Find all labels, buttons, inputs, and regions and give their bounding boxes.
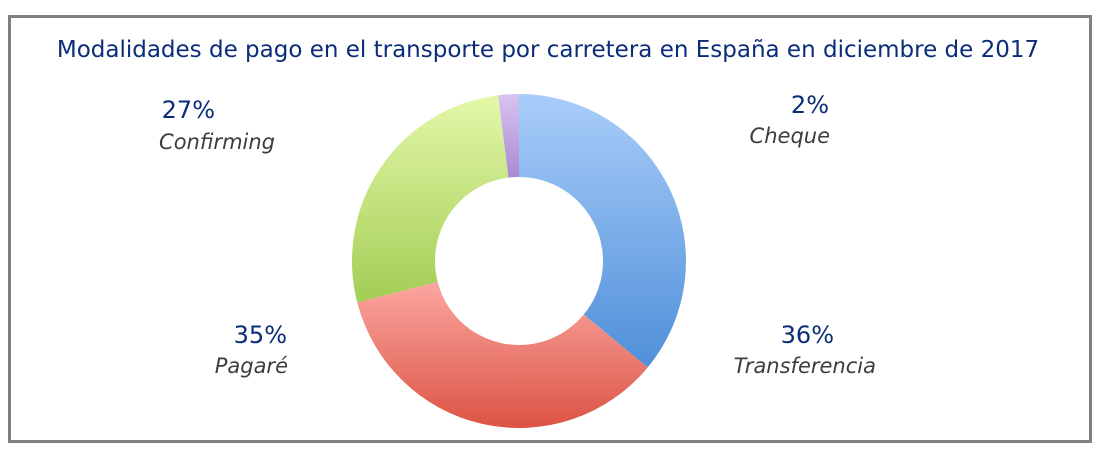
data-label-cheque-name: Cheque — [750, 124, 830, 148]
data-label-pagare-value: 35% — [234, 321, 287, 349]
data-label-confirming-name: Confirming — [159, 130, 275, 154]
data-label-cheque-value: 2% — [791, 91, 829, 119]
data-label-confirming-value: 27% — [162, 96, 215, 124]
chart-title: Modalidades de pago en el transporte por… — [57, 37, 1039, 63]
chart-frame — [8, 15, 1092, 443]
donut-slice-transferencia — [519, 94, 686, 368]
data-label-pagare-name: Pagaré — [215, 354, 288, 378]
donut-slice-pagare — [357, 281, 648, 429]
data-label-transferencia-value: 36% — [781, 321, 834, 349]
data-label-transferencia-name: Transferencia — [734, 354, 876, 378]
donut-slice-confirming — [352, 95, 509, 303]
donut-slice-cheque — [498, 94, 519, 178]
